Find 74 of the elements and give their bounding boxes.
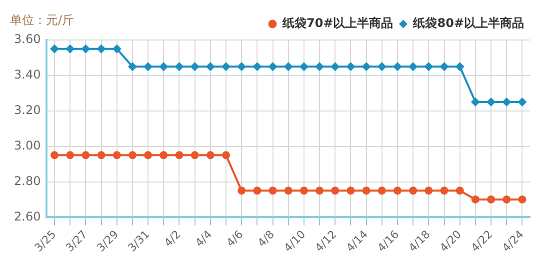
point [470,98,480,107]
point [392,62,402,72]
point [144,62,153,72]
point [159,62,168,72]
y-tick-label: 3.60 [14,32,41,46]
point [268,186,277,195]
point [378,186,386,195]
point [222,151,230,160]
point [238,186,246,195]
x-tick-label: 4/2 [162,228,184,250]
point [128,151,136,160]
point [331,186,340,195]
point [455,62,464,72]
point [502,195,511,204]
point [299,62,308,72]
legend-label: 纸袋80#以上半商品 [412,16,524,30]
point [144,151,152,160]
point [268,62,278,72]
point [112,151,121,160]
x-tick-label: 4/8 [255,228,277,250]
point [409,186,418,195]
point [393,186,402,195]
point [128,62,137,72]
y-tick-label: 3.40 [14,68,41,82]
point [206,62,215,72]
point [518,195,526,204]
point [96,44,106,54]
x-tick-label: 4/6 [224,228,246,250]
point [50,44,60,54]
point [82,151,90,160]
point [408,62,418,72]
x-tick-label: 4/4 [192,228,215,250]
point [440,186,448,195]
point [362,186,370,195]
point [424,186,433,195]
point [66,151,74,160]
point [471,195,480,204]
point [330,62,340,72]
point [253,186,262,195]
point [316,186,324,195]
point [346,186,355,195]
point [50,151,59,160]
point [502,98,512,107]
point [284,62,293,72]
point [440,62,449,72]
point [487,195,496,204]
y-tick-label: 3.20 [14,103,41,118]
point [222,62,230,72]
point [81,44,90,54]
point [97,151,106,160]
text: 单位：元/斤 [10,12,74,29]
point [190,151,199,160]
point [456,186,464,195]
point [66,44,75,54]
point [362,62,371,72]
point [424,62,434,72]
point [112,44,122,54]
y-tick-label: 3.00 [14,138,41,152]
point [284,186,292,195]
legend-label: 纸袋70#以上半商品 [281,16,394,30]
point [175,151,184,160]
point [346,62,356,72]
y-tick-label: 2.60 [14,209,41,224]
point [160,151,168,160]
point [300,186,308,195]
point [174,62,184,72]
point [315,62,324,72]
point [518,98,527,107]
y-tick-label: 2.80 [14,174,41,188]
point [206,151,214,160]
point [190,62,200,72]
point [237,62,246,72]
point [252,62,262,72]
point [377,62,386,72]
